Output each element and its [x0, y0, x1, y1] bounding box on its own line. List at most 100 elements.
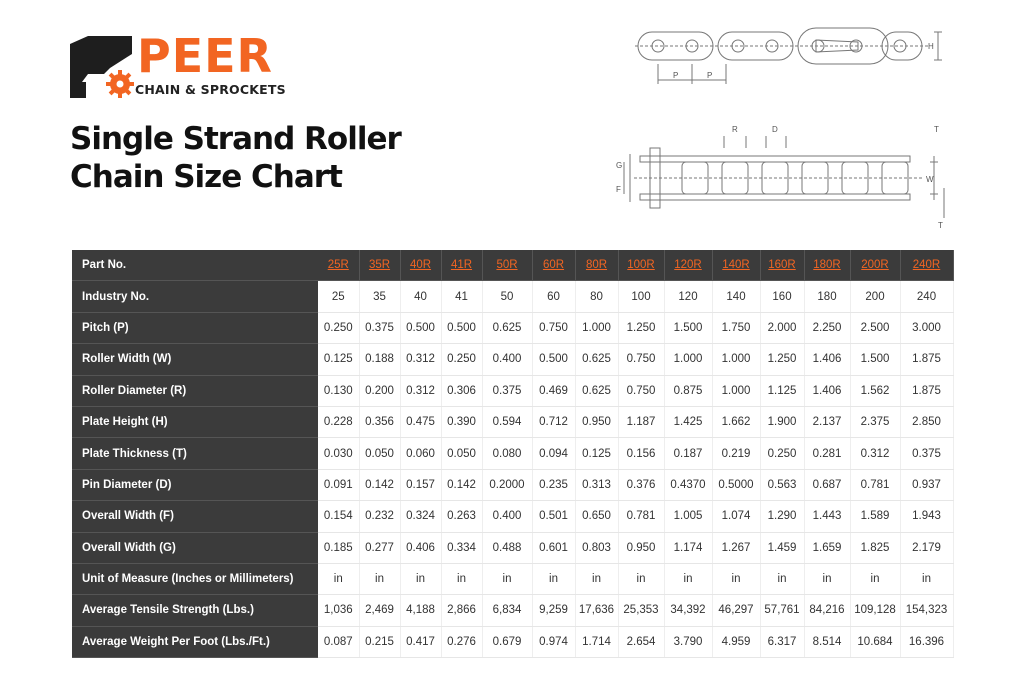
- table-cell: 84,216: [804, 594, 851, 627]
- table-cell: 0.803: [575, 532, 619, 564]
- table-cell: 1.500: [850, 343, 901, 376]
- table-cell: 0.156: [618, 437, 665, 470]
- table-cell: 0.356: [359, 406, 401, 439]
- pitch-label-2: P: [707, 71, 712, 80]
- table-cell: 0.263: [441, 500, 483, 533]
- chain-top-view-diagram: P P H: [635, 27, 942, 84]
- table-row: Pin Diameter (D) 0.091 0.142 0.157 0.142 0.20…: [72, 469, 954, 502]
- table-cell: 0.219: [712, 437, 761, 470]
- logo-mark-square: [70, 82, 86, 98]
- table-cell: 1.562: [850, 375, 901, 407]
- table-cell: 0.312: [400, 375, 442, 407]
- table-cell: 1.750: [712, 312, 761, 345]
- table-cell: 0.091: [318, 469, 360, 502]
- table-cell: 46,297: [712, 594, 761, 627]
- part-number-link[interactable]: 120R: [674, 259, 702, 272]
- table-cell: 6.317: [760, 626, 805, 659]
- table-cell: 140: [712, 280, 761, 313]
- part-number-link[interactable]: 240R: [912, 259, 941, 272]
- table-cell: 0.235: [532, 469, 576, 502]
- table-cell: 0.950: [618, 532, 665, 564]
- table-cell: 2.500: [850, 312, 901, 345]
- table-cell: 0.312: [850, 437, 901, 470]
- table-cell: 0.142: [359, 469, 401, 502]
- table-cell: 1.714: [575, 626, 619, 659]
- table-cell: 0.501: [532, 500, 576, 533]
- table-cell: 1.290: [760, 500, 805, 533]
- table-cell: 0.125: [318, 343, 360, 376]
- part-number-link[interactable]: 50R: [496, 259, 518, 272]
- table-cell: 1.187: [618, 406, 665, 439]
- table-cell: 0.974: [532, 626, 576, 659]
- part-number-link[interactable]: 41R: [450, 259, 473, 272]
- part-number-cell: 120R: [664, 250, 713, 282]
- table-cell: 0.594: [482, 406, 533, 439]
- table-cell: 1.943: [900, 500, 954, 533]
- table-cell: 2.375: [850, 406, 901, 439]
- brand-tagline: CHAIN & SPROCKETS: [135, 82, 286, 97]
- table-cell: 1.875: [900, 343, 954, 376]
- part-no-header: Part No.: [72, 250, 318, 282]
- table-row: Industry No. 25 35 40 41 50 60 80 100 120 140 160 18…: [72, 280, 954, 313]
- table-cell: in: [760, 563, 805, 596]
- table-cell: 0.563: [760, 469, 805, 502]
- table-cell: 0.142: [441, 469, 483, 502]
- row-label: Roller Width (W): [72, 343, 318, 376]
- part-number-cell: 240R: [900, 250, 954, 282]
- table-cell: 0.276: [441, 626, 483, 659]
- table-cell: 8.514: [804, 626, 851, 659]
- table-cell: 0.087: [318, 626, 360, 659]
- table-cell: 2,866: [441, 594, 483, 627]
- table-cell: 0.469: [532, 375, 576, 407]
- table-cell: 0.250: [760, 437, 805, 470]
- table-cell: 0.750: [618, 343, 665, 376]
- table-cell: 1.005: [664, 500, 713, 533]
- table-cell: 0.334: [441, 532, 483, 564]
- table-cell: 0.400: [482, 500, 533, 533]
- pin-label: D: [772, 125, 778, 134]
- table-cell: 0.188: [359, 343, 401, 376]
- table-cell: 1.074: [712, 500, 761, 533]
- part-number-link[interactable]: 35R: [368, 259, 391, 272]
- part-number-link[interactable]: 40R: [409, 259, 432, 272]
- table-row: Roller Diameter (R) 0.130 0.200 0.312 0.306 0…: [72, 375, 954, 407]
- table-cell: 0.2000: [482, 469, 533, 502]
- overall-g-label: G: [616, 161, 622, 170]
- part-number-cell: 50R: [482, 250, 533, 282]
- table-row: Average Tensile Strength (Lbs.) 1,036 2,46…: [72, 594, 954, 627]
- table-cell: 50: [482, 280, 533, 313]
- table-cell: 0.060: [400, 437, 442, 470]
- table-cell: 0.400: [482, 343, 533, 376]
- brand-name: PEER: [137, 29, 273, 83]
- table-cell: 0.050: [359, 437, 401, 470]
- table-cell: 2.850: [900, 406, 954, 439]
- table-cell: 2.000: [760, 312, 805, 345]
- part-number-cell: 80R: [575, 250, 619, 282]
- part-number-link[interactable]: 100R: [627, 259, 655, 272]
- table-cell: in: [850, 563, 901, 596]
- table-cell: 57,761: [760, 594, 805, 627]
- part-number-link[interactable]: 25R: [327, 259, 349, 272]
- table-cell: 1.500: [664, 312, 713, 345]
- part-number-link[interactable]: 140R: [722, 259, 750, 272]
- table-cell: 0.390: [441, 406, 483, 439]
- table-cell: 3.000: [900, 312, 954, 345]
- table-row: Unit of Measure (Inches or Millimeters) i…: [72, 563, 954, 596]
- part-number-link[interactable]: 60R: [542, 259, 565, 272]
- part-number-cell: 25R: [318, 250, 360, 282]
- table-row: Roller Width (W) 0.125 0.188 0.312 0.250 0.40…: [72, 343, 954, 376]
- table-cell: in: [400, 563, 442, 596]
- table-cell: 0.687: [804, 469, 851, 502]
- table-cell: in: [664, 563, 713, 596]
- part-number-link[interactable]: 80R: [585, 259, 608, 272]
- table-cell: 0.5000: [712, 469, 761, 502]
- part-number-link[interactable]: 180R: [813, 259, 841, 272]
- part-number-link[interactable]: 200R: [861, 259, 889, 272]
- table-cell: 0.185: [318, 532, 360, 564]
- table-cell: 1.875: [900, 375, 954, 407]
- table-cell: 3.790: [664, 626, 713, 659]
- table-row: Overall Width (G) 0.185 0.277 0.406 0.334 0.4…: [72, 532, 954, 564]
- table-cell: 0.094: [532, 437, 576, 470]
- table-cell: 0.187: [664, 437, 713, 470]
- part-number-link[interactable]: 160R: [768, 259, 796, 272]
